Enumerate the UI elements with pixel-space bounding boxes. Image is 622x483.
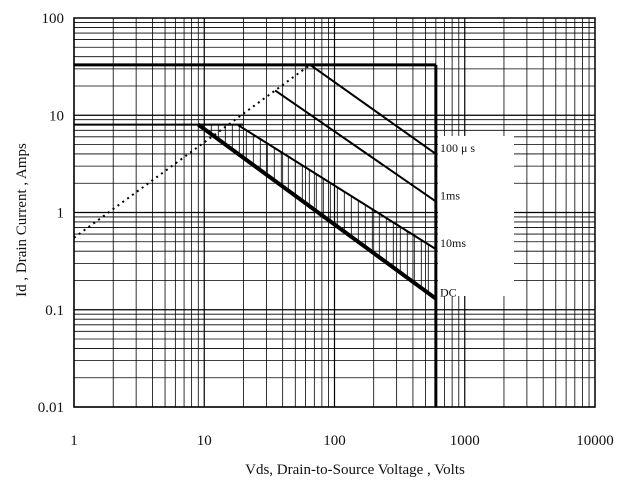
series-label: 1ms	[440, 188, 460, 202]
y-tick-label: 1	[57, 206, 65, 222]
x-axis-title: Vds, Drain-to-Source Voltage , Volts	[245, 462, 465, 478]
series-label: 10ms	[440, 236, 466, 250]
y-tick-label: 0.1	[45, 303, 64, 319]
y-tick-label: 0.01	[38, 400, 64, 416]
x-tick-label: 100	[323, 433, 346, 449]
x-axis-ticks: 1 10 100 1000 10000	[70, 433, 614, 449]
series-label: DC	[440, 286, 457, 300]
y-axis-ticks: 0.01 0.1 1 10 100	[38, 11, 64, 416]
plot-frame	[73, 17, 596, 408]
series-line-DC	[197, 123, 438, 301]
y-axis-title: Id , Drain Current , Amps	[14, 143, 30, 297]
series-lines	[197, 64, 438, 301]
x-tick-label: 10000	[576, 433, 614, 449]
x-tick-label: 1000	[450, 433, 480, 449]
x-tick-label: 1	[70, 433, 78, 449]
series-line-10ms	[236, 123, 437, 250]
plot-border	[73, 17, 596, 408]
series-labels: 100 μ s 1ms 10ms DC	[438, 136, 514, 300]
series-line-100us	[309, 64, 437, 155]
series-label: 100 μ s	[440, 141, 475, 155]
y-tick-label: 100	[42, 11, 65, 27]
x-tick-label: 10	[197, 433, 212, 449]
limit-line	[73, 64, 311, 239]
limit-lines	[73, 63, 438, 407]
y-tick-label: 10	[49, 108, 64, 124]
series-label-backdrop	[438, 136, 514, 296]
series-line-1ms	[274, 89, 437, 203]
grid	[73, 18, 595, 408]
